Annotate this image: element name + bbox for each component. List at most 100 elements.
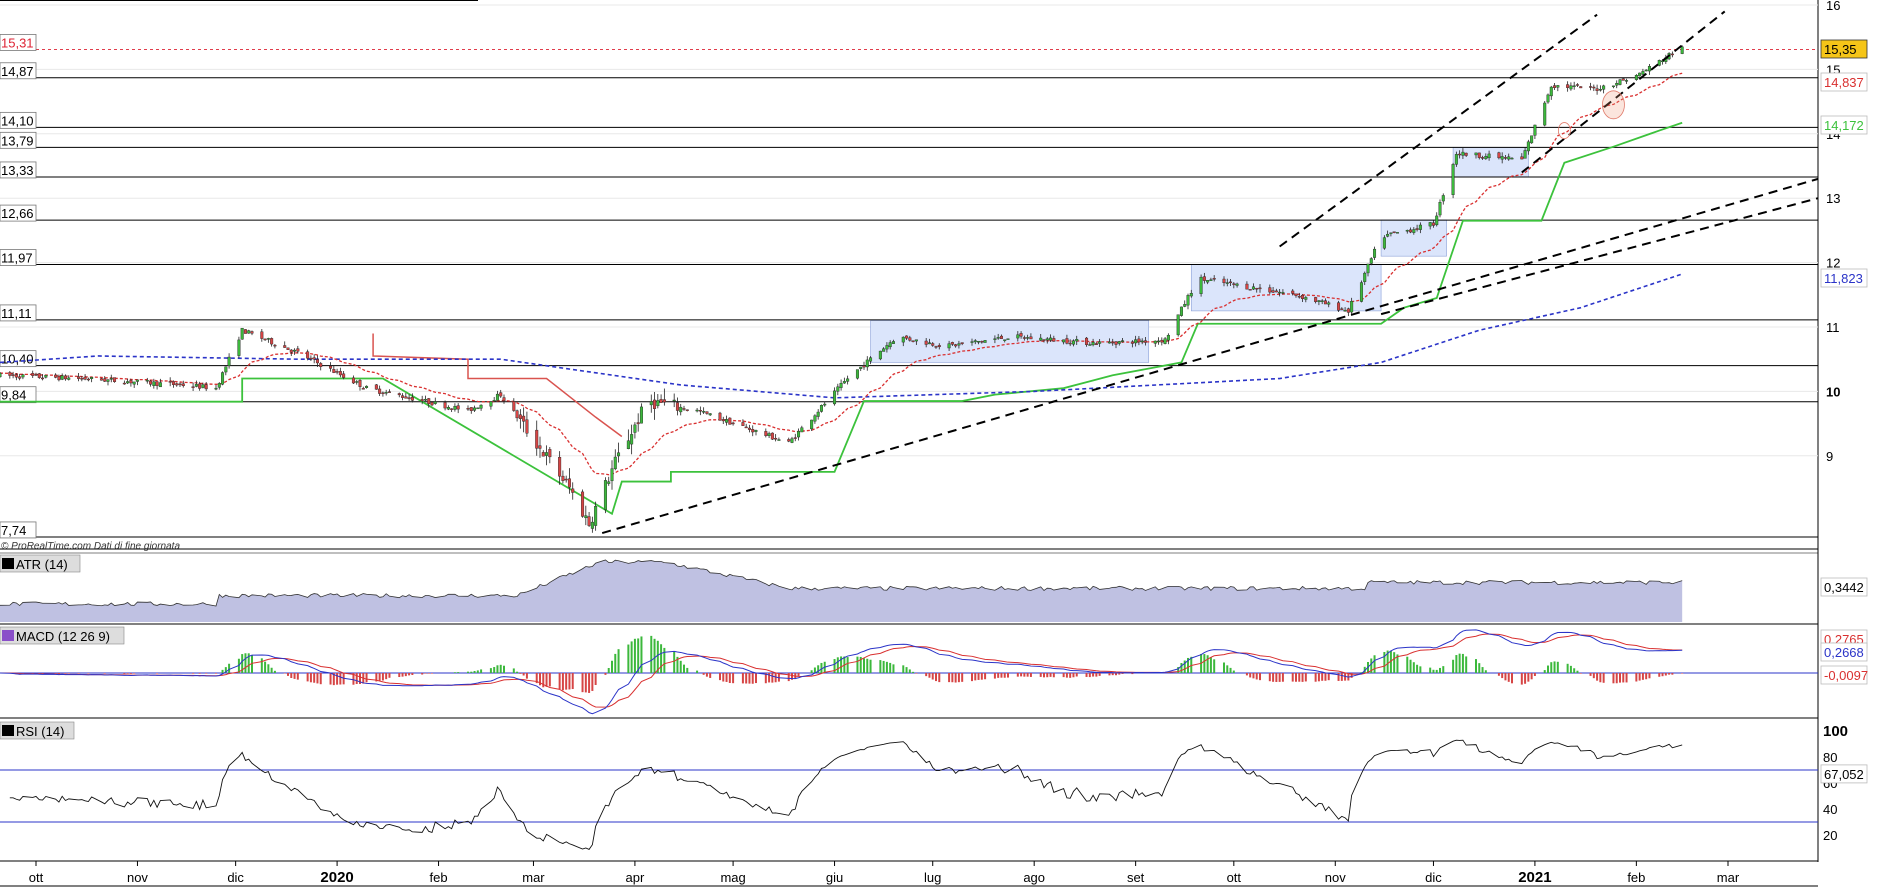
level-label: 14,87 <box>1 64 34 79</box>
candle <box>1507 156 1511 160</box>
candle <box>1520 156 1524 160</box>
atr-title: ATR (14) <box>16 557 68 572</box>
rsi-tick-label: 80 <box>1823 750 1837 765</box>
candle <box>810 419 814 430</box>
candle <box>924 340 928 345</box>
candle <box>1006 338 1010 340</box>
candle <box>1647 66 1651 72</box>
candle <box>1114 341 1118 345</box>
candle <box>512 401 516 411</box>
candle <box>365 385 369 388</box>
candle <box>869 357 873 362</box>
candle <box>1202 276 1206 281</box>
candle <box>747 427 751 430</box>
candle <box>1464 152 1468 156</box>
candle <box>466 408 470 410</box>
candle <box>1418 224 1422 230</box>
candle <box>351 377 355 384</box>
candle <box>332 369 336 373</box>
candle <box>1533 124 1537 136</box>
candle <box>1134 339 1138 344</box>
candle <box>581 491 585 517</box>
candle <box>1163 338 1167 344</box>
candle <box>1160 339 1164 343</box>
candle <box>855 369 859 379</box>
candle <box>86 378 90 381</box>
level-label-box <box>0 62 37 80</box>
candle <box>1281 292 1285 294</box>
x-tick-label: nov <box>1325 870 1346 885</box>
candle <box>410 396 414 401</box>
candle <box>970 341 974 343</box>
candle <box>227 356 231 367</box>
candle <box>155 381 159 386</box>
candle <box>584 515 588 519</box>
candle <box>1088 344 1092 346</box>
candle <box>1415 228 1419 230</box>
price-tick-label: 12 <box>1826 256 1840 271</box>
candle <box>1431 222 1435 226</box>
candle <box>240 327 244 340</box>
macd-swatch <box>2 630 14 641</box>
candle <box>708 413 712 416</box>
candle <box>819 405 823 412</box>
candle <box>106 379 110 382</box>
candle <box>401 395 405 398</box>
level-label-box <box>0 521 37 539</box>
candle <box>695 409 699 412</box>
candle <box>934 346 938 348</box>
candle <box>1222 278 1226 284</box>
macd-value-label-box <box>1820 642 1868 662</box>
candle <box>446 407 450 410</box>
x-tick-label: ott <box>1227 870 1242 885</box>
candle <box>315 359 319 364</box>
price-tick-label: 10 <box>1826 384 1840 399</box>
candle <box>751 429 755 433</box>
ma-slow-label-box <box>1820 268 1868 288</box>
candle <box>473 407 477 411</box>
level-label: 9,84 <box>1 388 26 403</box>
candle <box>293 349 297 352</box>
candle <box>237 339 241 356</box>
candle <box>558 457 562 477</box>
candle <box>1405 230 1409 232</box>
candle <box>950 342 954 345</box>
candle <box>1143 340 1147 343</box>
candle <box>1389 232 1393 234</box>
candle <box>14 374 18 378</box>
candle <box>1268 287 1272 293</box>
candle <box>329 365 333 369</box>
level-label-box <box>0 249 37 266</box>
candle <box>221 372 225 385</box>
candle <box>1373 248 1377 258</box>
candle <box>1039 337 1043 341</box>
candle <box>476 407 480 410</box>
candle <box>685 409 689 411</box>
candle <box>113 377 117 382</box>
candle <box>993 338 997 340</box>
candle <box>541 452 545 457</box>
candle <box>1458 153 1462 156</box>
candle <box>797 431 801 438</box>
candle <box>836 386 840 392</box>
candle <box>168 381 172 383</box>
level-label-box <box>0 111 37 129</box>
candle <box>270 338 274 345</box>
x-tick-label: mar <box>522 870 545 885</box>
candle <box>135 379 139 382</box>
x-tick-label: 2021 <box>1518 869 1551 886</box>
candle <box>384 392 388 394</box>
candle <box>1019 333 1023 337</box>
candle <box>1183 304 1187 307</box>
candle <box>149 380 153 385</box>
candle <box>103 378 107 382</box>
candle <box>777 439 781 441</box>
candle <box>1075 339 1079 342</box>
candle <box>1111 341 1115 344</box>
candle <box>1618 79 1622 85</box>
candle <box>1412 229 1416 233</box>
candle <box>901 336 905 343</box>
candle <box>1598 89 1602 91</box>
candle <box>296 348 300 352</box>
